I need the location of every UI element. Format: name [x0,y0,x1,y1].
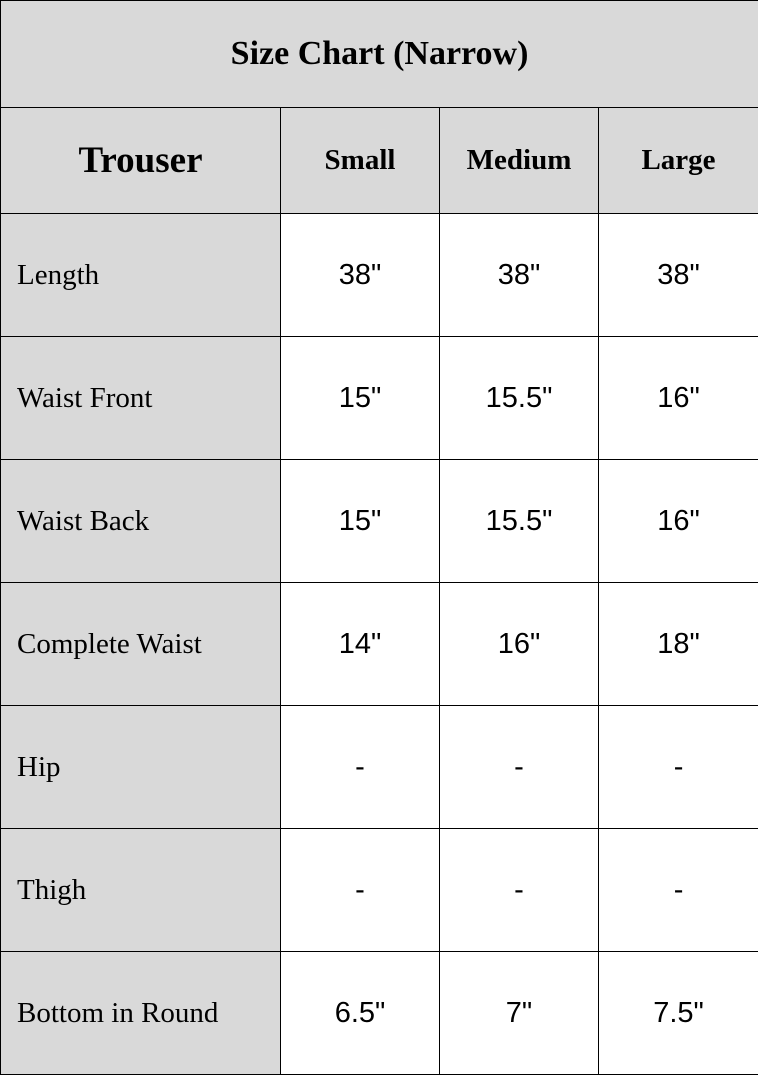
chart-title: Size Chart (Narrow) [0,0,758,108]
table-row: Length 38" 38" 38" [0,213,758,337]
value-medium: 7" [439,951,599,1075]
size-header-large: Large [597,107,758,214]
table-row: Thigh - - - [0,828,758,952]
value-large: 16" [597,336,758,460]
row-label: Thigh [0,828,281,952]
value-large: 18" [597,582,758,706]
table-row: Waist Back 15" 15.5" 16" [0,459,758,583]
value-large: - [597,828,758,952]
value-medium: 16" [439,582,599,706]
value-small: 38" [280,213,440,337]
row-label: Complete Waist [0,582,281,706]
value-small: 15" [280,336,440,460]
row-label: Bottom in Round [0,951,281,1075]
table-row: Complete Waist 14" 16" 18" [0,582,758,706]
table-row: Hip - - - [0,705,758,829]
value-large: 16" [597,459,758,583]
value-large: 7.5" [597,951,758,1075]
row-label: Waist Front [0,336,281,460]
garment-header: Trouser [0,107,281,214]
value-large: - [597,705,758,829]
value-small: - [280,828,440,952]
value-small: 6.5" [280,951,440,1075]
size-header-small: Small [280,107,440,214]
value-small: - [280,705,440,829]
value-medium: - [439,705,599,829]
value-medium: 38" [439,213,599,337]
value-large: 38" [597,213,758,337]
size-header-medium: Medium [439,107,599,214]
value-medium: 15.5" [439,459,599,583]
table-row: Bottom in Round 6.5" 7" 7.5" [0,951,758,1075]
value-small: 14" [280,582,440,706]
table-row: Waist Front 15" 15.5" 16" [0,336,758,460]
header-row: Trouser Small Medium Large [0,107,758,214]
row-label: Waist Back [0,459,281,583]
row-label: Hip [0,705,281,829]
value-small: 15" [280,459,440,583]
title-row: Size Chart (Narrow) [0,0,758,108]
value-medium: - [439,828,599,952]
value-medium: 15.5" [439,336,599,460]
row-label: Length [0,213,281,337]
